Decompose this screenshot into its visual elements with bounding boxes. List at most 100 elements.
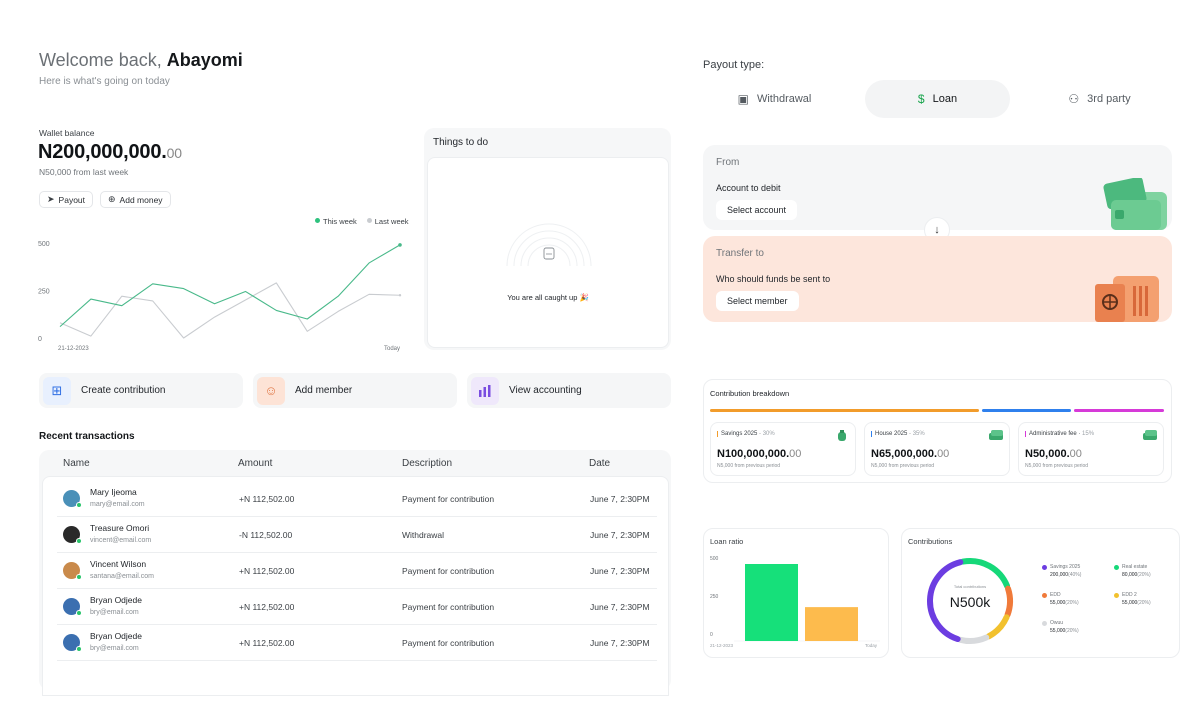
donut-segment xyxy=(927,559,964,643)
tab-withdrawal[interactable]: ▣ Withdrawal xyxy=(702,80,847,118)
row-description: Payment for contribution xyxy=(402,602,495,612)
create-contribution-button[interactable]: ⊞ Create contribution xyxy=(39,373,243,408)
legend-label: EDD xyxy=(1050,592,1061,598)
legend-this-week: This week xyxy=(315,217,357,226)
legend-value: 55,000(20%) xyxy=(1050,600,1079,606)
things-to-do-title: Things to do xyxy=(433,137,489,148)
wallet-line-chart: 500 250 0 21-12-2023 Today xyxy=(38,241,402,352)
donut-segment xyxy=(957,634,990,644)
add-member-button[interactable]: ☺ Add member xyxy=(253,373,457,408)
from-card: From Account to debit Select account xyxy=(703,145,1172,230)
bar-chart-glyph xyxy=(479,384,491,397)
breakdown-item-house[interactable]: House 2025 · 35% N65,000,000.00 N5,000 f… xyxy=(864,422,1010,476)
table-row[interactable]: Mary Ijeoma mary@email.com +N 112,502.00 Pa… xyxy=(57,481,657,517)
recent-transactions-title: Recent transactions xyxy=(39,431,135,442)
row-description: Payment for contribution xyxy=(402,638,495,648)
breakdown-item-label: Savings 2025 · 30% xyxy=(717,431,775,437)
things-to-do-panel xyxy=(427,157,669,348)
donut-segment xyxy=(960,558,1011,590)
account-to-debit-label: Account to debit xyxy=(716,183,781,193)
table-row[interactable]: Bryan Odjede bry@email.com +N 112,502.00 Pa… xyxy=(57,625,657,661)
breakdown-item-admin-fee[interactable]: Administrative fee · 15% N50,000.00 N5,0… xyxy=(1018,422,1164,476)
item-pct: 15% xyxy=(1082,431,1095,437)
item-amount: N65,000,000. xyxy=(871,448,938,460)
welcome-prefix: Welcome back, xyxy=(39,50,162,70)
avatar xyxy=(63,598,82,616)
breakdown-item-savings[interactable]: Savings 2025 · 30% N100,000,000.00 N5,00… xyxy=(710,422,856,476)
item-cents: 00 xyxy=(1069,448,1082,460)
select-account-button[interactable]: Select account xyxy=(716,200,798,220)
add-money-button-label: Add money xyxy=(119,194,163,205)
legend-label: Last week xyxy=(374,217,409,226)
legend-savings-2025: Savings 2025 200,000(40%) xyxy=(1042,564,1081,578)
ring-arc xyxy=(520,237,578,267)
archive-icon: ▣ xyxy=(737,92,749,106)
donut-center-label: Total contributions xyxy=(953,584,987,589)
row-email: vincent@email.com xyxy=(90,537,152,544)
col-date[interactable]: Date xyxy=(589,458,611,469)
avatar xyxy=(63,634,82,652)
item-amount: N50,000. xyxy=(1025,448,1070,460)
breakdown-item-sub: N5,000 from previous period xyxy=(871,463,935,469)
legend-pct: (20%) xyxy=(1065,628,1079,634)
donut-segment xyxy=(985,614,1010,640)
row-name: Vincent Wilson xyxy=(90,559,147,569)
add-money-button[interactable]: ⊕ Add money xyxy=(100,191,171,208)
transfer-to-card: Transfer to Who should funds be sent to … xyxy=(703,236,1172,322)
welcome-heading: Welcome back, Abayomi xyxy=(39,50,243,71)
cash-stack-icon xyxy=(1143,430,1157,440)
y-tick-label: 250 xyxy=(38,289,50,296)
table-row[interactable]: Bryan Odjede bry@email.com +N 112,502.00 Pa… xyxy=(57,589,657,625)
row-date: June 7, 2:30PM xyxy=(590,566,650,576)
breakdown-item-amount: N100,000,000.00 xyxy=(717,448,801,460)
breakdown-item-label: House 2025 · 35% xyxy=(871,431,925,437)
contributions-title: Contributions xyxy=(908,537,953,546)
item-cents: 00 xyxy=(789,448,802,460)
table-row[interactable]: Vincent Wilson santana@email.com +N 112,50… xyxy=(57,553,657,589)
status-dot xyxy=(76,538,82,544)
table-row[interactable]: Treasure Omori vincent@email.com -N 112,50… xyxy=(57,517,657,553)
loan-ratio-chart xyxy=(734,564,880,642)
row-name: Treasure Omori xyxy=(90,523,150,533)
row-description: Withdrawal xyxy=(402,530,445,540)
tab-3rd-party[interactable]: ⚇ 3rd party xyxy=(1027,80,1172,118)
legend-edd: EDD 55,000(20%) xyxy=(1042,592,1079,606)
tab-3rd-party-label: 3rd party xyxy=(1087,93,1131,105)
money-bag-icon: $ xyxy=(917,92,925,106)
col-name[interactable]: Name xyxy=(63,458,90,469)
payout-button[interactable]: ➤ Payout xyxy=(39,191,94,208)
legend-swatch xyxy=(1042,621,1047,626)
legend-value: 80,000(20%) xyxy=(1122,572,1151,578)
chart-legend: This week Last week xyxy=(315,217,409,226)
breakdown-bar-admin xyxy=(1074,409,1164,412)
loan-ratio-card: Loan ratio 500 250 0 21-12-2023 Today xyxy=(703,528,889,658)
plus-circle-icon: ⊕ xyxy=(108,194,116,204)
row-amount: +N 112,502.00 xyxy=(239,602,295,612)
caught-up-message: You are all caught up 🎉 xyxy=(507,293,589,302)
col-amount[interactable]: Amount xyxy=(238,458,273,469)
y-tick-label: 0 xyxy=(38,336,42,343)
row-description: Payment for contribution xyxy=(402,494,495,504)
ring-arc xyxy=(506,223,592,267)
x-tick-label: 21-12-2023 xyxy=(58,346,89,352)
contribution-breakdown-title: Contribution breakdown xyxy=(710,389,790,398)
loan-ytick: 500 xyxy=(710,556,719,562)
legend-value: 200,000(40%) xyxy=(1050,572,1081,578)
legend-pct: (20%) xyxy=(1137,600,1151,606)
col-description[interactable]: Description xyxy=(402,458,453,469)
row-date: June 7, 2:30PM xyxy=(590,602,650,612)
row-date: June 7, 2:30PM xyxy=(590,638,650,648)
transfer-to-heading: Transfer to xyxy=(716,248,764,259)
row-email: bry@email.com xyxy=(90,609,139,616)
contributions-card: Contributions Total contributions N500k … xyxy=(901,528,1180,658)
payout-type-label: Payout type: xyxy=(703,59,765,71)
bar-chart-icon xyxy=(471,376,499,405)
legend-label: EDD 2 xyxy=(1122,592,1137,598)
loan-bar xyxy=(805,607,858,641)
create-contribution-label: Create contribution xyxy=(81,385,166,396)
loan-ratio-title: Loan ratio xyxy=(710,537,744,546)
x-tick-label: Today xyxy=(384,346,400,352)
tab-loan[interactable]: $ Loan xyxy=(865,80,1010,118)
view-accounting-button[interactable]: View accounting xyxy=(467,373,671,408)
select-member-button[interactable]: Select member xyxy=(716,291,799,311)
